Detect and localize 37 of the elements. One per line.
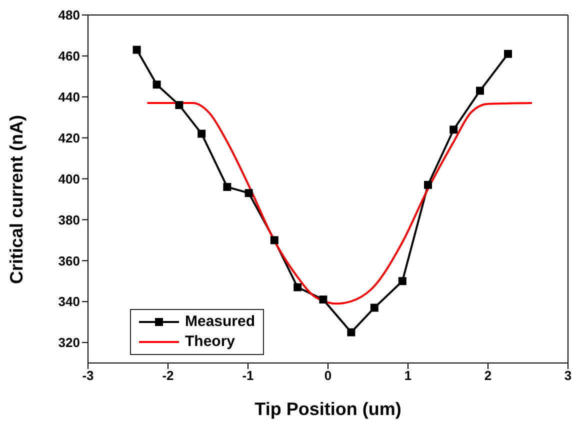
point xyxy=(244,189,253,198)
line-series xyxy=(146,102,533,305)
x-tick-label: 1 xyxy=(404,368,412,384)
point xyxy=(152,80,161,89)
x-tick-label: -3 xyxy=(82,368,94,384)
y-tick-label: 340 xyxy=(58,294,80,310)
point xyxy=(347,328,356,336)
point xyxy=(319,296,328,304)
y-tick-label: 360 xyxy=(58,253,80,268)
point xyxy=(270,236,278,244)
y-tick-label: 320 xyxy=(58,335,80,350)
y-tick-label: 440 xyxy=(58,89,80,104)
legend-label: Measured xyxy=(185,312,256,332)
y-axis-title: Critical current (nA) xyxy=(6,114,26,284)
point xyxy=(294,283,302,292)
y-tick-label: 380 xyxy=(58,212,80,228)
x-tick-label: -1 xyxy=(242,368,254,384)
point xyxy=(223,182,232,191)
y-tick-label: 460 xyxy=(58,48,80,64)
x-tick-label: 0 xyxy=(324,368,332,384)
point xyxy=(175,101,184,110)
x-tick-label: 2 xyxy=(484,368,492,384)
point xyxy=(398,277,406,286)
y-tick-label: 420 xyxy=(58,130,80,146)
point xyxy=(450,126,458,134)
x-axis-title: Tip Position (um) xyxy=(254,399,402,419)
x-tick-label: -2 xyxy=(162,368,174,384)
x-tick-label: 3 xyxy=(564,368,572,384)
point xyxy=(476,86,484,95)
legend-label: Theory xyxy=(185,332,236,352)
y-tick-label: 480 xyxy=(58,8,80,23)
point xyxy=(132,46,141,54)
y-tick-label: 400 xyxy=(58,171,80,186)
point xyxy=(424,180,432,189)
point xyxy=(370,304,378,312)
point xyxy=(504,50,512,58)
point xyxy=(198,130,206,138)
